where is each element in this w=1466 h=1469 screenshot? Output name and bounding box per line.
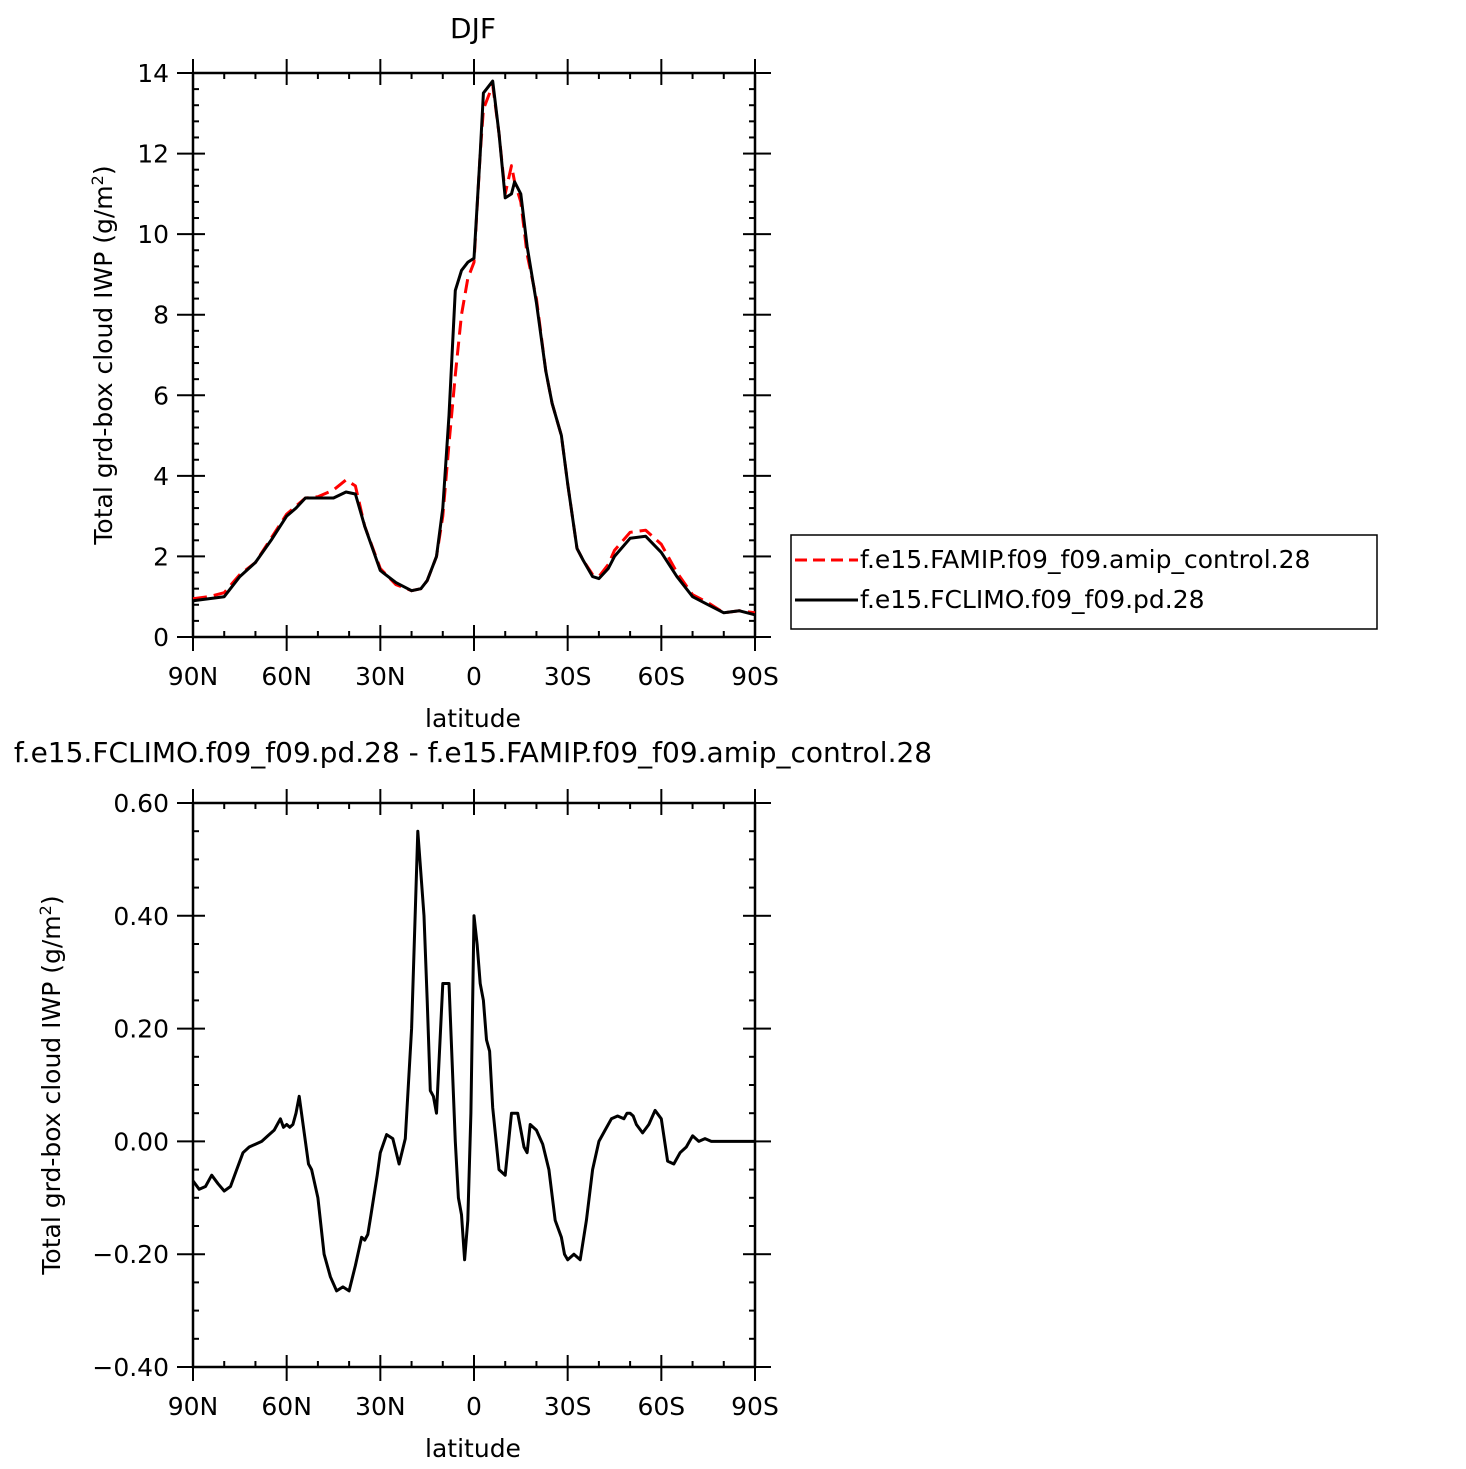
top-y-tick-label: 2 — [153, 542, 169, 571]
bottom-y-tick-label: 0.60 — [113, 789, 169, 818]
bottom-x-tick-label: 90S — [731, 1392, 779, 1421]
top-y-axis-label: Total grd-box cloud IWP (g/m2) — [88, 165, 119, 545]
legend: f.e15.FAMIP.f09_f09.amip_control.28 f.e1… — [790, 534, 1378, 630]
bottom-x-tick-label: 30S — [544, 1392, 592, 1421]
top-series-line-1 — [192, 83, 756, 615]
top-x-axis-label: latitude — [425, 704, 521, 733]
top-series-line-2 — [192, 79, 756, 617]
bottom-x-tick-label: 60N — [261, 1392, 312, 1421]
top-x-tick-label: 30N — [355, 662, 406, 691]
bottom-x-axis-label: latitude — [425, 1434, 521, 1463]
bottom-axis-ticks: 90N 60N 30N 0 30S 60S 90S −0.40 −0.20 0.00 0.20 0.4… — [92, 789, 779, 1421]
bottom-panel: f.e15.FCLIMO.f09_f09.pd.28 - f.e15.FAMIP… — [14, 736, 932, 1463]
top-y-tick-label: 14 — [137, 59, 169, 88]
top-y-tick-label: 8 — [153, 301, 169, 330]
top-y-tick-label: 4 — [153, 462, 169, 491]
bottom-y-tick-label: 0.20 — [113, 1015, 169, 1044]
bottom-x-tick-label: 0 — [466, 1392, 482, 1421]
top-x-tick-label: 60N — [261, 662, 312, 691]
top-x-tick-label: 90S — [731, 662, 779, 691]
bottom-series-layer — [191, 829, 755, 1293]
top-y-tick-label: 12 — [137, 140, 169, 169]
bottom-y-tick-label: 0.40 — [113, 902, 169, 931]
top-y-tick-label: 10 — [137, 220, 169, 249]
top-y-tick-label: 0 — [153, 623, 169, 652]
top-y-tick-label: 6 — [153, 381, 169, 410]
bottom-y-axis-label: Total grd-box cloud IWP (g/m2) — [36, 895, 67, 1275]
top-x-tick-label: 0 — [466, 662, 482, 691]
bottom-x-tick-label: 60S — [637, 1392, 685, 1421]
legend-box — [790, 534, 1378, 630]
bottom-x-tick-label: 90N — [168, 1392, 219, 1421]
top-axis-ticks: 90N 60N 30N 0 30S 60S 90S 0 2 4 6 8 10 12 14 — [137, 59, 779, 691]
top-x-tick-label: 60S — [637, 662, 685, 691]
bottom-y-tick-label: 0.00 — [113, 1127, 169, 1156]
top-panel: DJF 90N 60N 30N 0 30S 60S 90S 0 2 4 6 8 10 12 14 latit… — [88, 12, 1378, 733]
top-plot-frame — [191, 71, 757, 639]
bottom-plot-frame — [191, 801, 757, 1369]
legend-label-fclimo: f.e15.FCLIMO.f09_f09.pd.28 — [860, 585, 1205, 614]
top-chart-title: DJF — [450, 12, 496, 45]
top-x-tick-label: 90N — [168, 662, 219, 691]
bottom-y-tick-label: −0.20 — [92, 1240, 169, 1269]
top-x-tick-label: 30S — [544, 662, 592, 691]
bottom-series-line-1 — [191, 829, 755, 1293]
legend-label-famip: f.e15.FAMIP.f09_f09.amip_control.28 — [860, 545, 1310, 574]
bottom-y-tick-label: −0.40 — [92, 1353, 169, 1382]
top-series-layer — [192, 79, 756, 617]
bottom-x-tick-label: 30N — [355, 1392, 406, 1421]
bottom-chart-title: f.e15.FCLIMO.f09_f09.pd.28 - f.e15.FAMIP… — [14, 736, 932, 769]
